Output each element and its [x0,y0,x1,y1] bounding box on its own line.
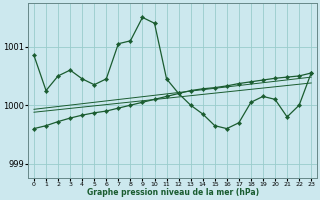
X-axis label: Graphe pression niveau de la mer (hPa): Graphe pression niveau de la mer (hPa) [86,188,259,197]
